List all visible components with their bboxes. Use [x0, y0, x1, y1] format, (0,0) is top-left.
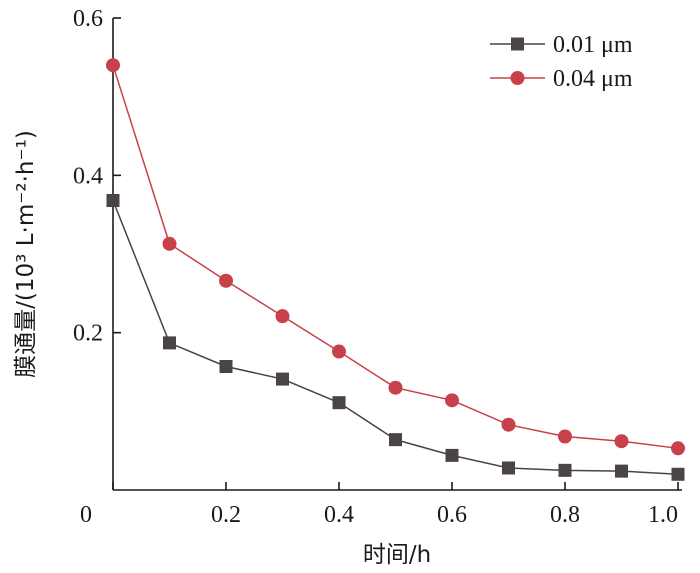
data-point-circle [671, 441, 685, 456]
x-tick-label: 0.4 [324, 502, 354, 528]
data-point-square [106, 194, 120, 208]
series-1 [106, 194, 685, 481]
axis-tick-labels: 0.2 0.4 0.6 0 0.2 0.4 0.6 0.8 1.0 [73, 6, 678, 528]
data-point-circle [388, 380, 403, 395]
legend-marker-square [511, 37, 524, 51]
data-point-circle [275, 309, 290, 324]
data-point-circle [558, 429, 572, 444]
data-point-square [558, 463, 572, 477]
axis-ticks [112, 17, 679, 490]
data-point-square [671, 467, 685, 481]
legend: 0.01 μm 0.04 μm [490, 32, 633, 92]
y-tick-label: 0.2 [73, 321, 103, 347]
y-tick-label: 0.6 [73, 6, 103, 32]
legend-label: 0.01 μm [553, 32, 633, 58]
series-2 [106, 58, 685, 456]
axes: 0.2 0.4 0.6 0 0.2 0.4 0.6 0.8 1.0 [73, 6, 682, 528]
x-tick-label: 0.2 [211, 502, 241, 528]
x-tick-label: 0.8 [550, 502, 580, 528]
x-tick-label: 0.6 [437, 502, 467, 528]
legend-entry: 0.04 μm [490, 66, 633, 92]
data-point-square [163, 336, 176, 350]
data-point-square [502, 461, 515, 475]
x-tick-label: 1.0 [648, 502, 678, 528]
legend-marker-circle [510, 71, 525, 85]
x-tick-label: 0 [80, 502, 92, 528]
data-point-circle [106, 58, 120, 73]
data-point-circle [445, 393, 459, 408]
series-layer [106, 58, 685, 481]
data-point-circle [219, 273, 233, 288]
data-point-square [445, 448, 459, 462]
data-point-square [219, 359, 233, 373]
legend-entry: 0.01 μm [490, 32, 633, 58]
data-point-circle [162, 236, 177, 251]
data-point-square [615, 464, 628, 478]
data-point-circle [614, 434, 629, 449]
legend-label: 0.04 μm [553, 66, 633, 92]
data-point-square [332, 396, 346, 410]
data-point-circle [501, 417, 516, 432]
y-axis-title: 膜通量/(10³ L·m⁻²·h⁻¹) [13, 130, 39, 378]
data-point-square [276, 372, 289, 386]
y-tick-label: 0.4 [73, 163, 103, 189]
data-point-circle [332, 344, 346, 359]
data-point-square [389, 433, 402, 447]
x-axis-title: 时间/h [363, 542, 431, 568]
